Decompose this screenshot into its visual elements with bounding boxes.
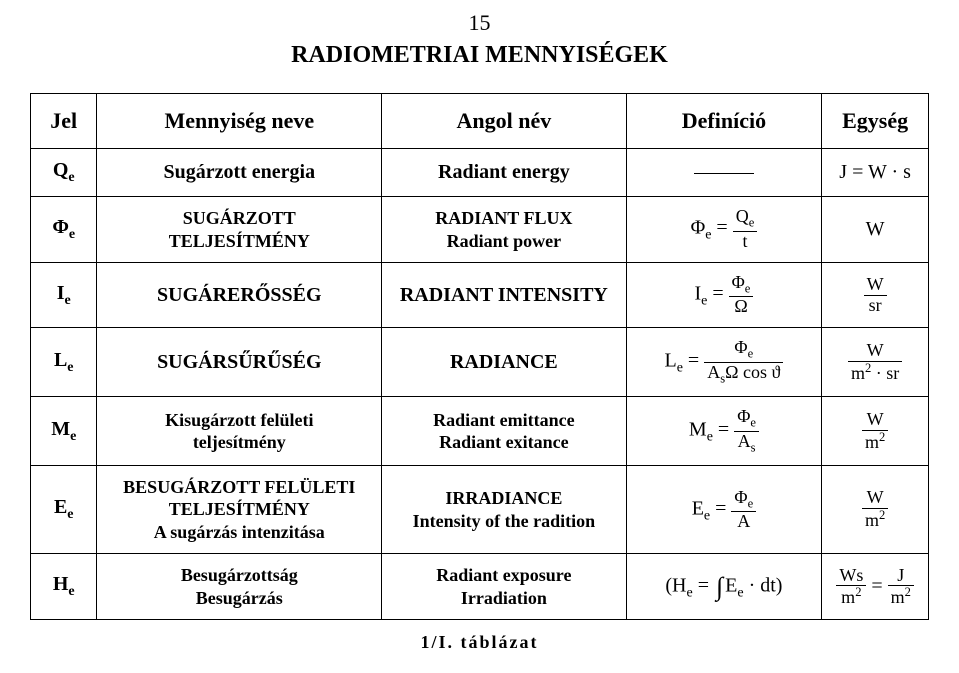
- cell-unit: Wsr: [822, 263, 929, 328]
- cell-en: RADIANCE: [382, 328, 626, 397]
- dash-icon: [694, 173, 754, 174]
- table-row: Φe SUGÁRZOTTTELJESÍTMÉNY RADIANT FLUXRad…: [31, 197, 929, 263]
- cell-name: BESUGÁRZOTT FELÜLETITELJESÍTMÉNYA sugárz…: [97, 465, 382, 554]
- page-number: 15: [30, 10, 929, 36]
- cell-en: RADIANT FLUXRadiant power: [382, 197, 626, 263]
- cell-def: Me = Φe As: [626, 397, 822, 466]
- col-header-def: Definíció: [626, 94, 822, 149]
- cell-en: Radiant exposureIrradiation: [382, 554, 626, 620]
- cell-en: Radiant emittanceRadiant exitance: [382, 397, 626, 466]
- page: 15 RADIOMETRIAI MENNYISÉGEK Jel Mennyisé…: [0, 0, 959, 673]
- cell-name: SUGÁRSŰRŰSÉG: [97, 328, 382, 397]
- table-row: He BesugárzottságBesugárzás Radiant expo…: [31, 554, 929, 620]
- col-header-unit: Egység: [822, 94, 929, 149]
- table-caption: 1/I. táblázat: [30, 632, 929, 653]
- cell-def: (He = ∫Ee · dt): [626, 554, 822, 620]
- cell-symbol: He: [31, 554, 97, 620]
- cell-symbol: Ie: [31, 263, 97, 328]
- table-row: Ie SUGÁRERŐSSÉG RADIANT INTENSITY Ie = Φ…: [31, 263, 929, 328]
- table-row: Ee BESUGÁRZOTT FELÜLETITELJESÍTMÉNYA sug…: [31, 465, 929, 554]
- cell-name: BesugárzottságBesugárzás: [97, 554, 382, 620]
- cell-unit: J = W · s: [822, 149, 929, 197]
- cell-def: Le = Φe AsΩ cos ϑ: [626, 328, 822, 397]
- cell-en: Radiant energy: [382, 149, 626, 197]
- cell-def: Ee = Φe A: [626, 465, 822, 554]
- page-title: RADIOMETRIAI MENNYISÉGEK: [30, 42, 929, 69]
- cell-en: IRRADIANCEIntensity of the radition: [382, 465, 626, 554]
- cell-name: SUGÁRZOTTTELJESÍTMÉNY: [97, 197, 382, 263]
- cell-name: Kisugárzott felületiteljesítmény: [97, 397, 382, 466]
- table-row: Qe Sugárzott energia Radiant energy J = …: [31, 149, 929, 197]
- cell-def: [626, 149, 822, 197]
- col-header-name: Mennyiség neve: [97, 94, 382, 149]
- cell-def: Ie = ΦeΩ: [626, 263, 822, 328]
- cell-symbol: Ee: [31, 465, 97, 554]
- quantities-table: Jel Mennyiség neve Angol név Definíció E…: [30, 93, 929, 620]
- col-header-jel: Jel: [31, 94, 97, 149]
- integral-icon: ∫: [716, 572, 723, 602]
- cell-name: SUGÁRERŐSSÉG: [97, 263, 382, 328]
- col-header-en: Angol név: [382, 94, 626, 149]
- cell-symbol: Φe: [31, 197, 97, 263]
- cell-symbol: Qe: [31, 149, 97, 197]
- cell-unit: W m2: [822, 397, 929, 466]
- cell-unit: W: [822, 197, 929, 263]
- table-header-row: Jel Mennyiség neve Angol név Definíció E…: [31, 94, 929, 149]
- cell-unit: W m2: [822, 465, 929, 554]
- cell-symbol: Le: [31, 328, 97, 397]
- cell-unit: W m2 · sr: [822, 328, 929, 397]
- cell-def: Φe = Qet: [626, 197, 822, 263]
- table-row: Le SUGÁRSŰRŰSÉG RADIANCE Le = Φe AsΩ cos…: [31, 328, 929, 397]
- cell-en: RADIANT INTENSITY: [382, 263, 626, 328]
- cell-unit: Ws m2 = J m2: [822, 554, 929, 620]
- cell-symbol: Me: [31, 397, 97, 466]
- cell-name: Sugárzott energia: [97, 149, 382, 197]
- table-row: Me Kisugárzott felületiteljesítmény Radi…: [31, 397, 929, 466]
